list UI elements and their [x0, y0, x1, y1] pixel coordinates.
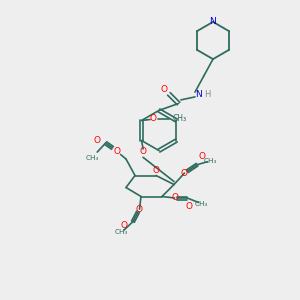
Text: CH₃: CH₃ — [195, 201, 208, 207]
Text: O: O — [140, 147, 147, 156]
Text: O: O — [161, 85, 168, 94]
Text: H: H — [204, 90, 211, 99]
Text: CH₃: CH₃ — [115, 229, 128, 235]
Text: O: O — [171, 194, 178, 202]
Text: O: O — [136, 205, 143, 214]
Text: N: N — [210, 17, 216, 26]
Text: O: O — [113, 147, 121, 156]
Text: CH₃: CH₃ — [203, 158, 217, 164]
Text: O: O — [152, 167, 160, 176]
Text: O: O — [120, 221, 128, 230]
Text: O: O — [94, 136, 101, 145]
Text: O: O — [199, 152, 206, 161]
Text: O: O — [185, 202, 192, 211]
Text: N: N — [195, 90, 202, 99]
Text: O: O — [181, 169, 188, 178]
Text: CH₃: CH₃ — [172, 114, 187, 124]
Text: CH₃: CH₃ — [85, 154, 99, 160]
Text: O: O — [149, 114, 157, 124]
